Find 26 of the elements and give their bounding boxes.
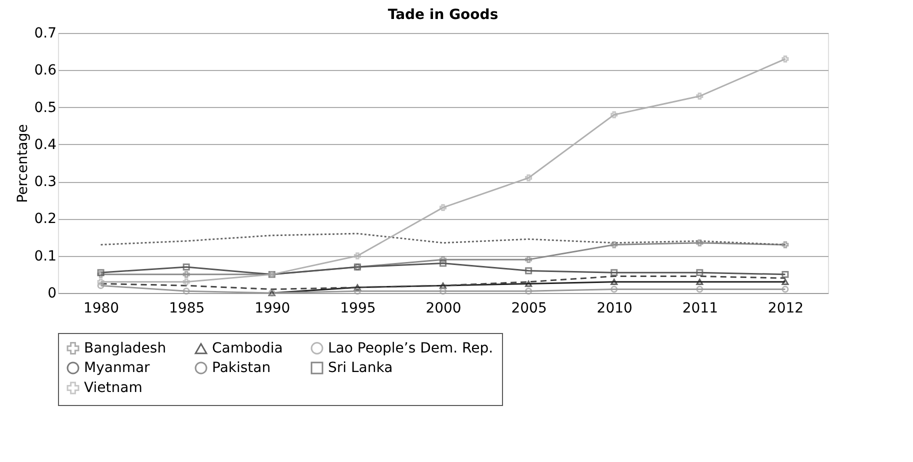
y-tick-label: 0.4: [34, 136, 57, 153]
legend-label: Pakistan: [212, 360, 271, 376]
y-tick-label: 0.3: [34, 174, 56, 190]
chart-title: Tade in Goods: [388, 7, 498, 23]
y-tick-label: 0: [48, 286, 56, 302]
x-tick-label: 1995: [340, 300, 376, 316]
x-tick-label: 1985: [169, 300, 205, 316]
x-tick-label: 1980: [83, 300, 120, 316]
y-tick-label: 0.6: [34, 62, 57, 79]
y-tick-label: 0.5: [34, 100, 56, 116]
legend-label: Myanmar: [84, 360, 150, 376]
legend-label: Sri Lanka: [328, 360, 393, 376]
y-tick-label: 0.7: [34, 26, 56, 42]
x-tick-label: 2010: [596, 300, 632, 316]
y-tick-label: 0.2: [34, 211, 56, 228]
y-axis-title: Percentage: [15, 124, 32, 203]
x-tick-label: 2011: [682, 300, 718, 316]
legend-label: Bangladesh: [84, 340, 166, 356]
legend-label: Lao People’s Dem. Rep.: [328, 340, 494, 356]
x-tick-label: 2012: [768, 300, 804, 316]
legend-label: Vietnam: [84, 380, 142, 396]
x-tick-label: 2000: [426, 300, 462, 316]
x-tick-label: 1990: [254, 300, 290, 316]
x-tick-label: 2005: [511, 300, 547, 316]
y-tick-label: 0.1: [34, 248, 56, 264]
legend-label: Cambodia: [212, 340, 283, 357]
